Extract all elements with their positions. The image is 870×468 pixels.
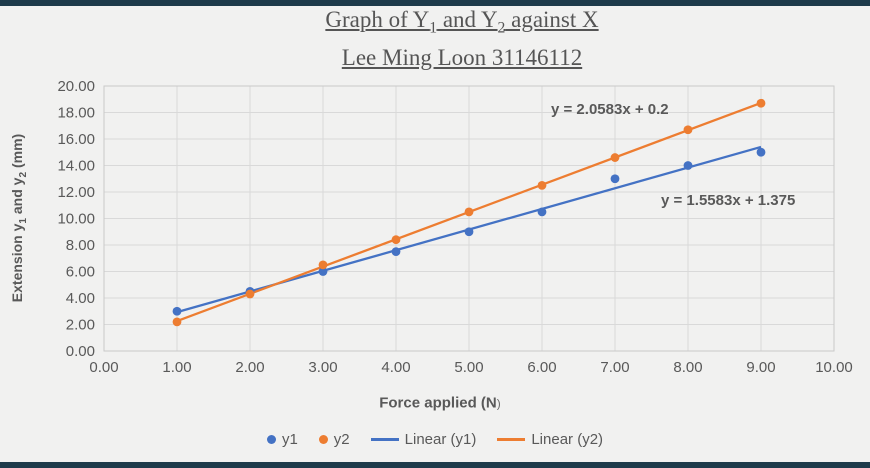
svg-text:1.00: 1.00 — [162, 359, 191, 376]
x-axis-title: Force applied (N) — [379, 394, 501, 412]
chart-legend: y1 y2 Linear (y1) Linear (y2) — [0, 431, 870, 448]
chart-title: Graph of Y1 and Y2 against X Lee Ming Lo… — [325, 5, 598, 72]
legend-item-y2: y2 — [318, 431, 350, 448]
svg-text:6.00: 6.00 — [527, 359, 556, 376]
svg-text:5.00: 5.00 — [454, 359, 483, 376]
legend-marker-dot-y2 — [318, 435, 328, 444]
legend-item-linear-y1: Linear (y1) — [370, 431, 477, 448]
svg-text:7.00: 7.00 — [600, 359, 629, 376]
svg-text:8.00: 8.00 — [66, 237, 95, 254]
legend-marker-dot-y1 — [266, 435, 276, 444]
trendline-equation-y2: y = 2.0583x + 0.2 — [551, 101, 669, 118]
svg-text:0.00: 0.00 — [89, 359, 118, 376]
svg-text:10.00: 10.00 — [815, 359, 853, 376]
chart-title-line2: Lee Ming Loon 31146112 — [341, 44, 583, 70]
legend-label: y1 — [281, 431, 298, 448]
svg-text:6.00: 6.00 — [66, 264, 95, 281]
svg-text:2.00: 2.00 — [66, 317, 95, 334]
svg-text:10.00: 10.00 — [57, 211, 95, 228]
y-axis-title: Extension y1 and y2 (mm) — [9, 133, 29, 303]
svg-text:14.00: 14.00 — [57, 158, 95, 175]
svg-text:0.00: 0.00 — [66, 343, 95, 360]
plot-area: 0.00 2.00 4.00 6.00 8.00 10.00 12.00 14.00 16.00… — [57, 78, 853, 376]
svg-text:16.00: 16.00 — [57, 131, 95, 148]
window-bottom-bar — [0, 462, 870, 468]
svg-text:4.00: 4.00 — [381, 359, 410, 376]
svg-text:20.00: 20.00 — [57, 78, 95, 95]
chart-title-line1: Graph of Y1 and Y2 against X — [325, 7, 599, 37]
legend-item-linear-y2: Linear (y2) — [497, 431, 603, 448]
svg-text:4.00: 4.00 — [66, 290, 95, 307]
legend-item-y1: y1 — [266, 431, 298, 448]
svg-text:2.00: 2.00 — [235, 359, 264, 376]
svg-text:9.00: 9.00 — [746, 359, 775, 376]
window-top-bar — [0, 0, 870, 6]
svg-text:8.00: 8.00 — [673, 359, 702, 376]
legend-marker-line-y2 — [497, 438, 526, 441]
legend-marker-line-y1 — [370, 438, 399, 441]
trendline-equation-y1: y = 1.5583x + 1.375 — [661, 192, 796, 209]
svg-text:3.00: 3.00 — [308, 359, 337, 376]
legend-label: Linear (y2) — [531, 431, 604, 448]
svg-text:12.00: 12.00 — [57, 184, 95, 201]
legend-label: Linear (y1) — [404, 431, 477, 448]
svg-text:18.00: 18.00 — [57, 105, 95, 122]
legend-label: y2 — [333, 431, 350, 448]
